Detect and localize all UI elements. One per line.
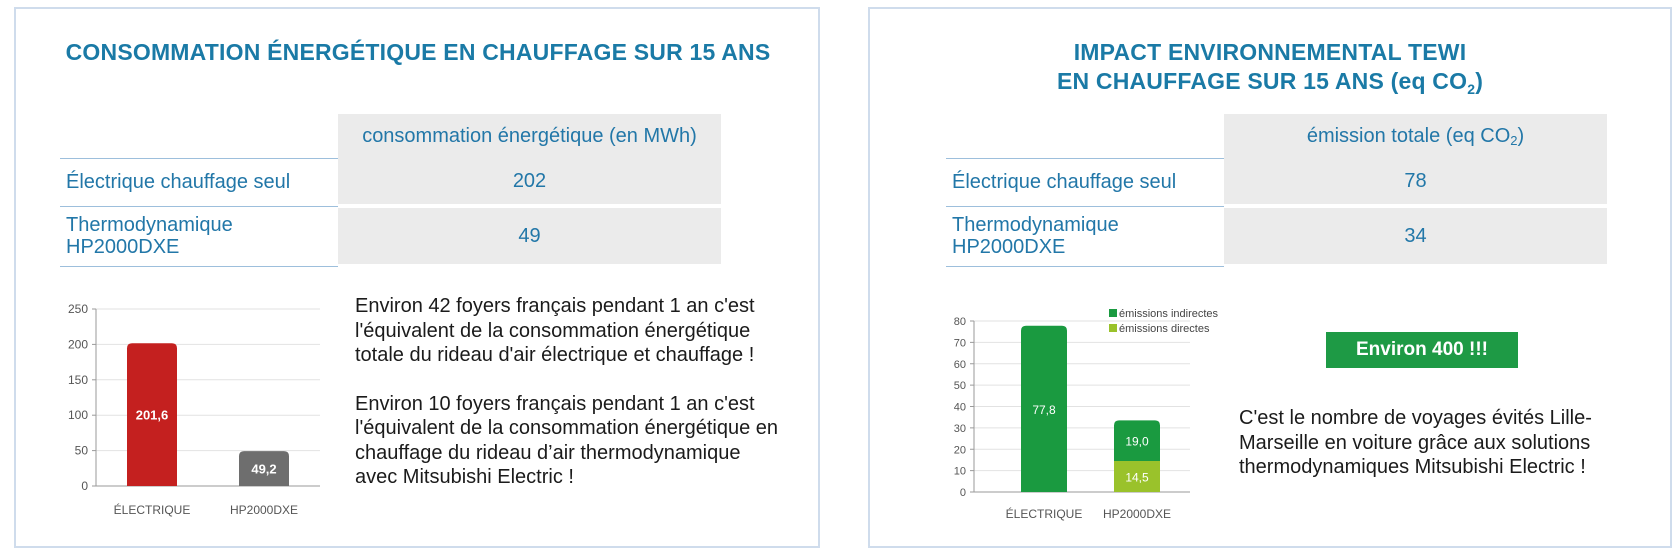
bar-value-label: 19,0 — [1125, 435, 1149, 449]
left-row2-label: Thermodynamique HP2000DXE — [60, 206, 338, 267]
left-paragraph-2: Environ 10 foyers français pendant 1 an … — [355, 392, 778, 489]
right-row2-value: 34 — [1224, 206, 1607, 268]
bar-segment — [1114, 420, 1160, 462]
y-tick-label: 40 — [954, 402, 966, 414]
left-paragraph-1: Environ 42 foyers français pendant 1 an … — [355, 295, 755, 366]
legend-swatch — [1109, 324, 1117, 332]
y-tick-label: 10 — [954, 466, 966, 478]
left-table: consommation énergétique (en MWh) Électr… — [60, 114, 721, 268]
table-row: Thermodynamique HP2000DXE 49 — [60, 206, 721, 268]
right-stacked-bar-chart: 0 10 20 30 40 50 60 70 80 77,8 ÉLECTRIQUE 14,5 19,0 H… — [954, 308, 1219, 521]
right-title-line1: IMPACT ENVIRONNEMENTAL TEWI — [1073, 39, 1467, 65]
right-panel — [868, 7, 1672, 548]
left-title: CONSOMMATION ÉNERGÉTIQUE EN CHAUFFAGE SU… — [65, 39, 771, 65]
y-tick-label: 50 — [75, 444, 89, 458]
left-bar-chart: 0 50 100 150 200 250 201,6 ÉLECTRIQUE 49,2 HP2000… — [68, 302, 320, 517]
bar-value-label: 14,5 — [1125, 471, 1149, 485]
y-tick-label: 0 — [960, 487, 966, 499]
x-tick-label: HP2000DXE — [1103, 507, 1171, 521]
y-tick-label: 30 — [954, 423, 966, 435]
table-row: Électrique chauffage seul 78 — [946, 158, 1607, 208]
right-title-line2: EN CHAUFFAGE SUR 15 ANS (eq CO2) — [1056, 68, 1484, 97]
right-row1-value: 78 — [1224, 158, 1607, 208]
right-table-header: émission totale (eq CO2) — [1224, 114, 1607, 158]
right-row2-label: Thermodynamique HP2000DXE — [946, 206, 1224, 267]
left-table-header: consommation énergétique (en MWh) — [338, 114, 721, 158]
y-tick-label: 60 — [954, 359, 966, 371]
y-tick-label: 200 — [68, 337, 88, 351]
y-tick-label: 250 — [68, 302, 88, 316]
right-table: émission totale (eq CO2) Électrique chau… — [946, 114, 1607, 268]
y-tick-label: 70 — [954, 337, 966, 349]
right-row1-label: Électrique chauffage seul — [946, 158, 1224, 207]
right-title: IMPACT ENVIRONNEMENTAL TEWI EN CHAUFFAGE… — [868, 38, 1672, 96]
x-tick-label: ÉLECTRIQUE — [1006, 506, 1083, 521]
right-description: C'est le nombre de voyages évités Lille-… — [1239, 407, 1592, 478]
y-tick-label: 80 — [954, 316, 966, 328]
legend-label: émissions indirectes — [1119, 308, 1219, 320]
trips-badge: Environ 400 !!! — [1326, 332, 1518, 368]
left-row1-value: 202 — [338, 158, 721, 208]
y-tick-label: 50 — [954, 380, 966, 392]
legend-swatch — [1109, 309, 1117, 317]
left-row1-label: Électrique chauffage seul — [60, 158, 338, 207]
bar — [239, 451, 289, 486]
x-tick-label: HP2000DXE — [230, 503, 298, 517]
legend-label: émissions directes — [1119, 323, 1210, 335]
bar-segment — [1114, 461, 1160, 492]
bar-value-label: 77,8 — [1032, 403, 1056, 417]
bar — [127, 343, 177, 486]
y-tick-label: 150 — [68, 373, 88, 387]
left-description: Environ 42 foyers français pendant 1 an … — [355, 294, 785, 514]
x-tick-label: ÉLECTRIQUE — [114, 502, 191, 517]
table-row: Électrique chauffage seul 202 — [60, 158, 721, 208]
bar-segment — [1021, 325, 1067, 492]
table-row: Thermodynamique HP2000DXE 34 — [946, 206, 1607, 268]
bar-value-label: 49,2 — [251, 462, 276, 477]
y-tick-label: 20 — [954, 444, 966, 456]
bar-value-label: 201,6 — [136, 408, 169, 423]
left-row2-value: 49 — [338, 206, 721, 268]
y-tick-label: 0 — [81, 479, 88, 493]
y-tick-label: 100 — [68, 408, 88, 422]
